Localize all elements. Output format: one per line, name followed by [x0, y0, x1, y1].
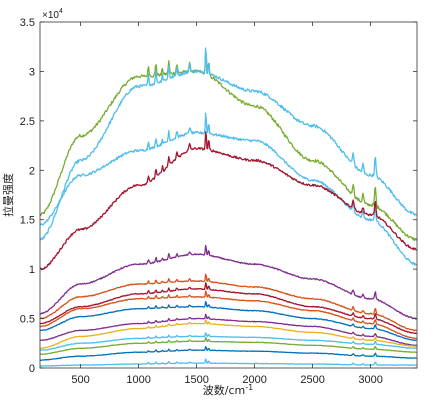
y-tick-label: 0: [29, 363, 35, 375]
spectrum-line-8: [39, 290, 417, 340]
x-axis-label-superscript: -1: [245, 383, 253, 392]
y-tick-label: 0.5: [20, 314, 35, 326]
y-axis-label: 拉曼强度: [1, 173, 15, 217]
x-tick-label: 1500: [184, 374, 208, 386]
x-tick-label: 3000: [358, 374, 382, 386]
spectrum-line-5: [39, 244, 417, 320]
x-axis-label-text: 波数/cm: [203, 384, 245, 397]
y-axis-ticks: 0 0.5 1 1.5 2 2.5 3 3.5: [20, 17, 417, 375]
spectrum-line-6: [39, 273, 417, 332]
x-tick-label: 2000: [242, 374, 266, 386]
y-tick-label: 1: [29, 264, 35, 276]
x-tick-label: 500: [71, 374, 89, 386]
y-multiplier-exp: 4: [59, 8, 63, 15]
y-tick-label: 3: [29, 66, 35, 78]
spectrum-line-12: [39, 332, 417, 352]
y-multiplier-label: ×104: [42, 8, 63, 21]
y-tick-label: 2: [29, 165, 35, 177]
spectrum-line-2: [39, 47, 417, 241]
x-tick-label: 1000: [126, 374, 150, 386]
x-tick-label: 2500: [300, 374, 324, 386]
spectrum-line-10: [39, 313, 417, 346]
y-tick-label: 2.5: [20, 116, 35, 128]
spectrum-line-11: [39, 319, 417, 349]
spectrum-line-9: [39, 300, 417, 342]
spectrum-line-4: [39, 131, 417, 271]
axes-box: [39, 21, 418, 369]
spectrum-line-14: [40, 346, 417, 361]
x-axis-ticks: 500 1000 1500 2000 2500 3000: [71, 22, 383, 386]
spectrum-line-7: [39, 282, 417, 335]
plot-background: [40, 22, 417, 368]
spectrum-line-1: [39, 49, 418, 242]
x-axis-label: 波数/cm-1: [203, 383, 253, 397]
spectrum-line-13: [39, 336, 417, 355]
y-tick-label: 1.5: [20, 215, 35, 227]
y-multiplier-base: ×10: [42, 10, 59, 21]
series-layer: [39, 47, 418, 367]
y-tick-label: 3.5: [20, 17, 35, 29]
spectrum-line-15: [40, 358, 417, 367]
